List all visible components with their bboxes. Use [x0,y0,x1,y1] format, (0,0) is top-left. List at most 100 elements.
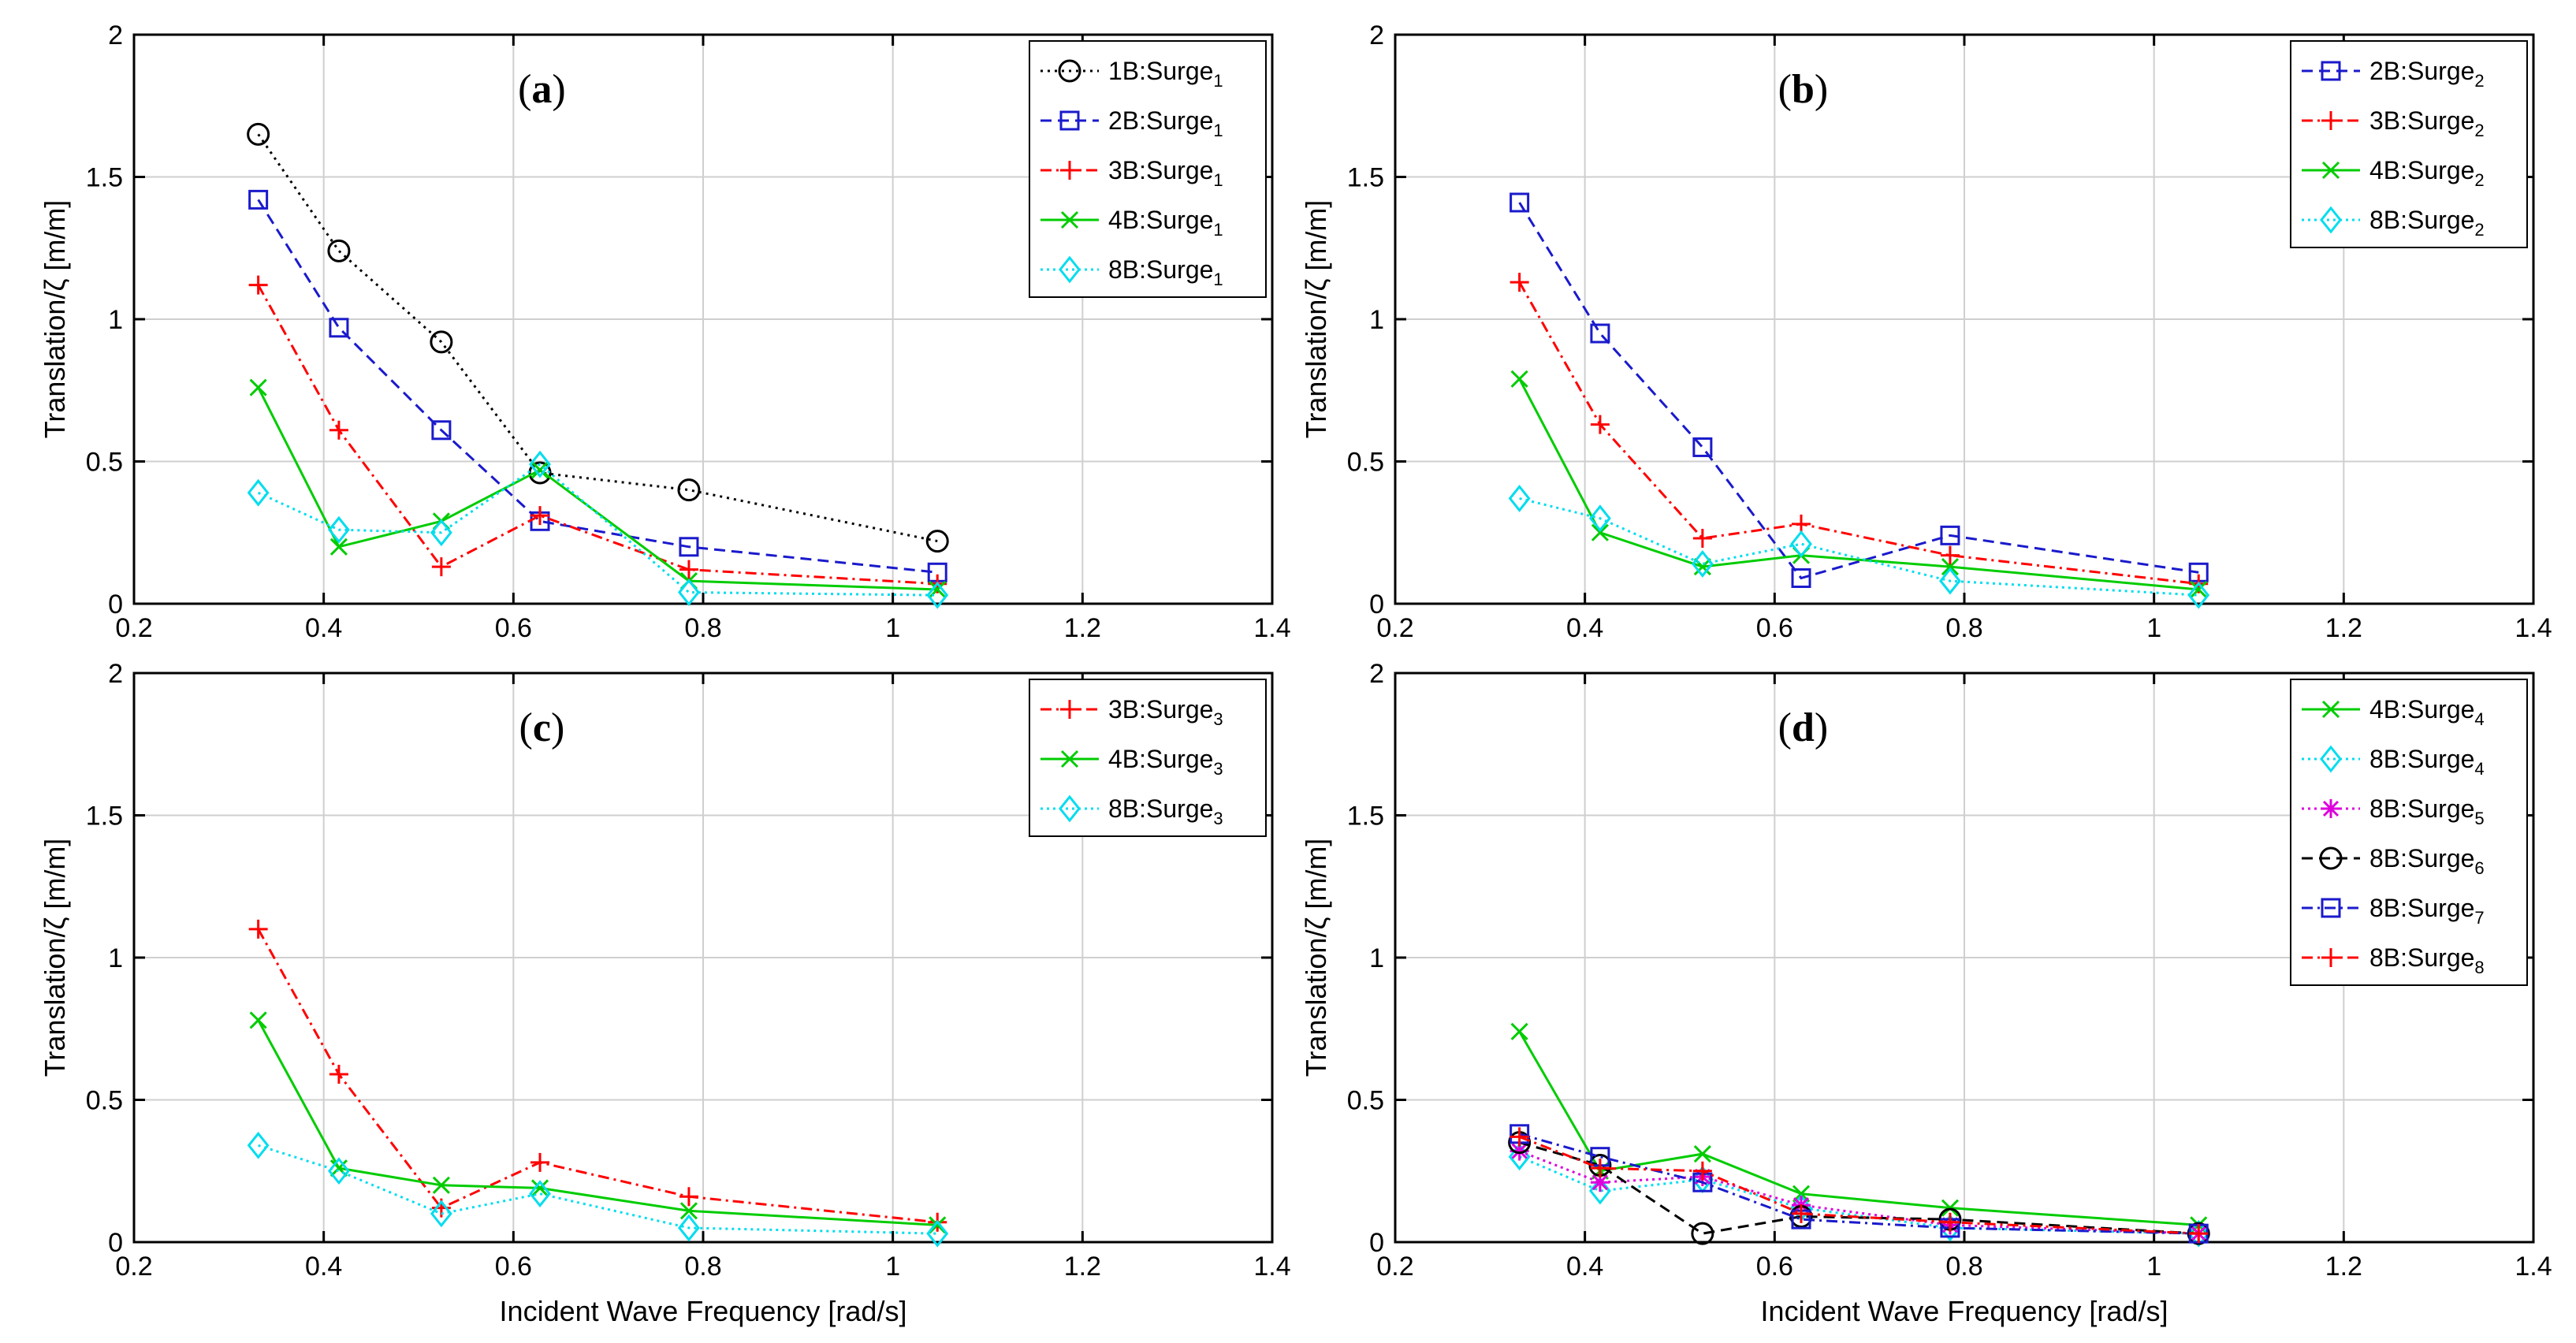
legend-marker [1060,750,1079,768]
data-point [248,189,269,210]
legend-entry: 8B:Surge6 [2369,844,2485,878]
series-line [1519,1136,2199,1235]
legend-marker [2321,61,2341,81]
legend-entry: 4B:Surge4 [2369,695,2485,729]
legend-entry: 8B:Surge7 [2369,894,2485,928]
series-8b-surge-1 [247,450,949,609]
x-tick-label: 1.2 [1064,613,1101,643]
series-line [1518,378,2199,591]
series-4b-surge-4 [1510,1022,2208,1234]
panel-title: (b) [1778,67,1829,112]
data-point [926,581,949,609]
legend-entry: 8B:Surge8 [2369,943,2485,977]
legend: 2B:Surge2 3B:Surge2 4B:Surge2 8B:Surge2 [2290,40,2528,248]
x-tick-label: 0.4 [305,613,342,643]
series-4b-surge-2 [1510,370,2208,599]
series-line [1518,1031,2199,1226]
x-tick-label: 0.8 [684,613,721,643]
data-point [1692,528,1712,548]
data-point [530,1152,550,1172]
data-point [2190,580,2208,599]
y-tick-label: 1 [1369,943,1384,973]
data-point [1791,568,1811,589]
series-line [257,928,938,1224]
data-point [1692,1161,1712,1181]
x-tick-label: 1.4 [1253,1252,1290,1282]
y-tick-label: 2 [1369,20,1384,50]
data-point [1940,1212,1960,1232]
y-tick-label: 2 [1369,659,1384,689]
x-tick-label: 0.4 [1566,1252,1603,1282]
chart-panel-d: 0.2 0.4 0.6 0.8 1 1.2 1.4 0 0.5 1 1.5 2 Translation/… [1300,659,2552,1327]
data-point [329,538,348,556]
series-line [1519,1155,2199,1235]
x-tick-label: 0.6 [1756,613,1793,643]
x-tick-label: 1 [2146,613,2161,643]
series-line [1519,1133,2199,1235]
legend-entry: 4B:Surge2 [2369,156,2485,190]
series-3b-surge-1 [248,275,947,593]
data-point [248,919,268,939]
panel-title: (c) [519,705,565,750]
x-axis-label: Incident Wave Frequency [rad/s] [1761,1295,2168,1327]
data-point [431,557,451,577]
x-tick-label: 1 [885,613,900,643]
legend-entry: 8B:Surge3 [1108,794,1223,828]
data-point [678,578,700,606]
data-point [926,1219,949,1248]
x-tick-label: 1.2 [1064,1252,1101,1282]
legend-marker [2321,799,2340,818]
data-point [2187,581,2210,609]
series-line [257,199,938,574]
y-axis-label: Translation/ζ [m/m] [1300,839,1332,1077]
data-point [1590,1159,1610,1178]
legend-marker [2320,206,2342,234]
data-point [2187,1222,2210,1245]
data-point [1508,485,1531,512]
legend-entry: 8B:Surge1 [1108,255,1223,289]
y-axis-label: Translation/ζ [m/m] [1300,200,1332,439]
data-point [1509,192,1530,213]
x-tick-label: 1.2 [2325,1252,2362,1282]
series-3b-surge-3 [248,919,947,1232]
data-point [327,1157,350,1185]
data-point [529,1180,551,1208]
data-point [430,1200,452,1228]
legend-entry: 4B:Surge1 [1108,206,1223,240]
data-point [925,530,949,553]
series-2b-surge-2 [1509,192,2209,589]
series-2b-surge-1 [248,189,947,582]
legend: 1B:Surge1 2B:Surge1 3B:Surge1 4B:Surge1 8B:S… [1029,40,1267,298]
legend-entry: 2B:Surge1 [1108,106,1223,140]
y-tick-label: 1.5 [86,163,123,193]
data-point [530,461,549,479]
data-point [1590,323,1610,344]
data-point [2189,1224,2209,1244]
legend-box [2290,679,2528,986]
x-axis-label: Incident Wave Frequency [rad/s] [500,1295,907,1327]
legend-entry: 3B:Surge1 [1108,156,1223,190]
data-point [430,519,452,547]
data-point [1691,550,1714,578]
y-tick-label: 1.5 [86,802,123,831]
legend-marker [2321,948,2340,967]
data-point [247,478,270,507]
legend: 4B:Surge4 8B:Surge4 8B:Surge5 8B:Surge6 8B:S… [2290,679,2528,986]
series-8b-surge-2 [1508,485,2210,609]
data-point [247,122,270,146]
data-point [1509,1141,1529,1161]
x-tick-label: 1.4 [2515,613,2552,643]
legend-entry: 3B:Surge3 [1108,695,1223,729]
legend-marker [1059,794,1081,823]
legend-entry: 8B:Surge5 [2369,794,2485,828]
panel-title: (d) [1778,705,1829,750]
data-point [249,1011,267,1029]
legend-marker [1059,110,1080,131]
y-tick-label: 0.5 [86,1086,123,1116]
data-point [679,1187,698,1207]
x-tick-label: 1 [885,1252,900,1282]
x-tick-label: 1 [2146,1252,2161,1282]
series-line [257,1019,938,1226]
x-tick-label: 0.8 [1945,613,1982,643]
